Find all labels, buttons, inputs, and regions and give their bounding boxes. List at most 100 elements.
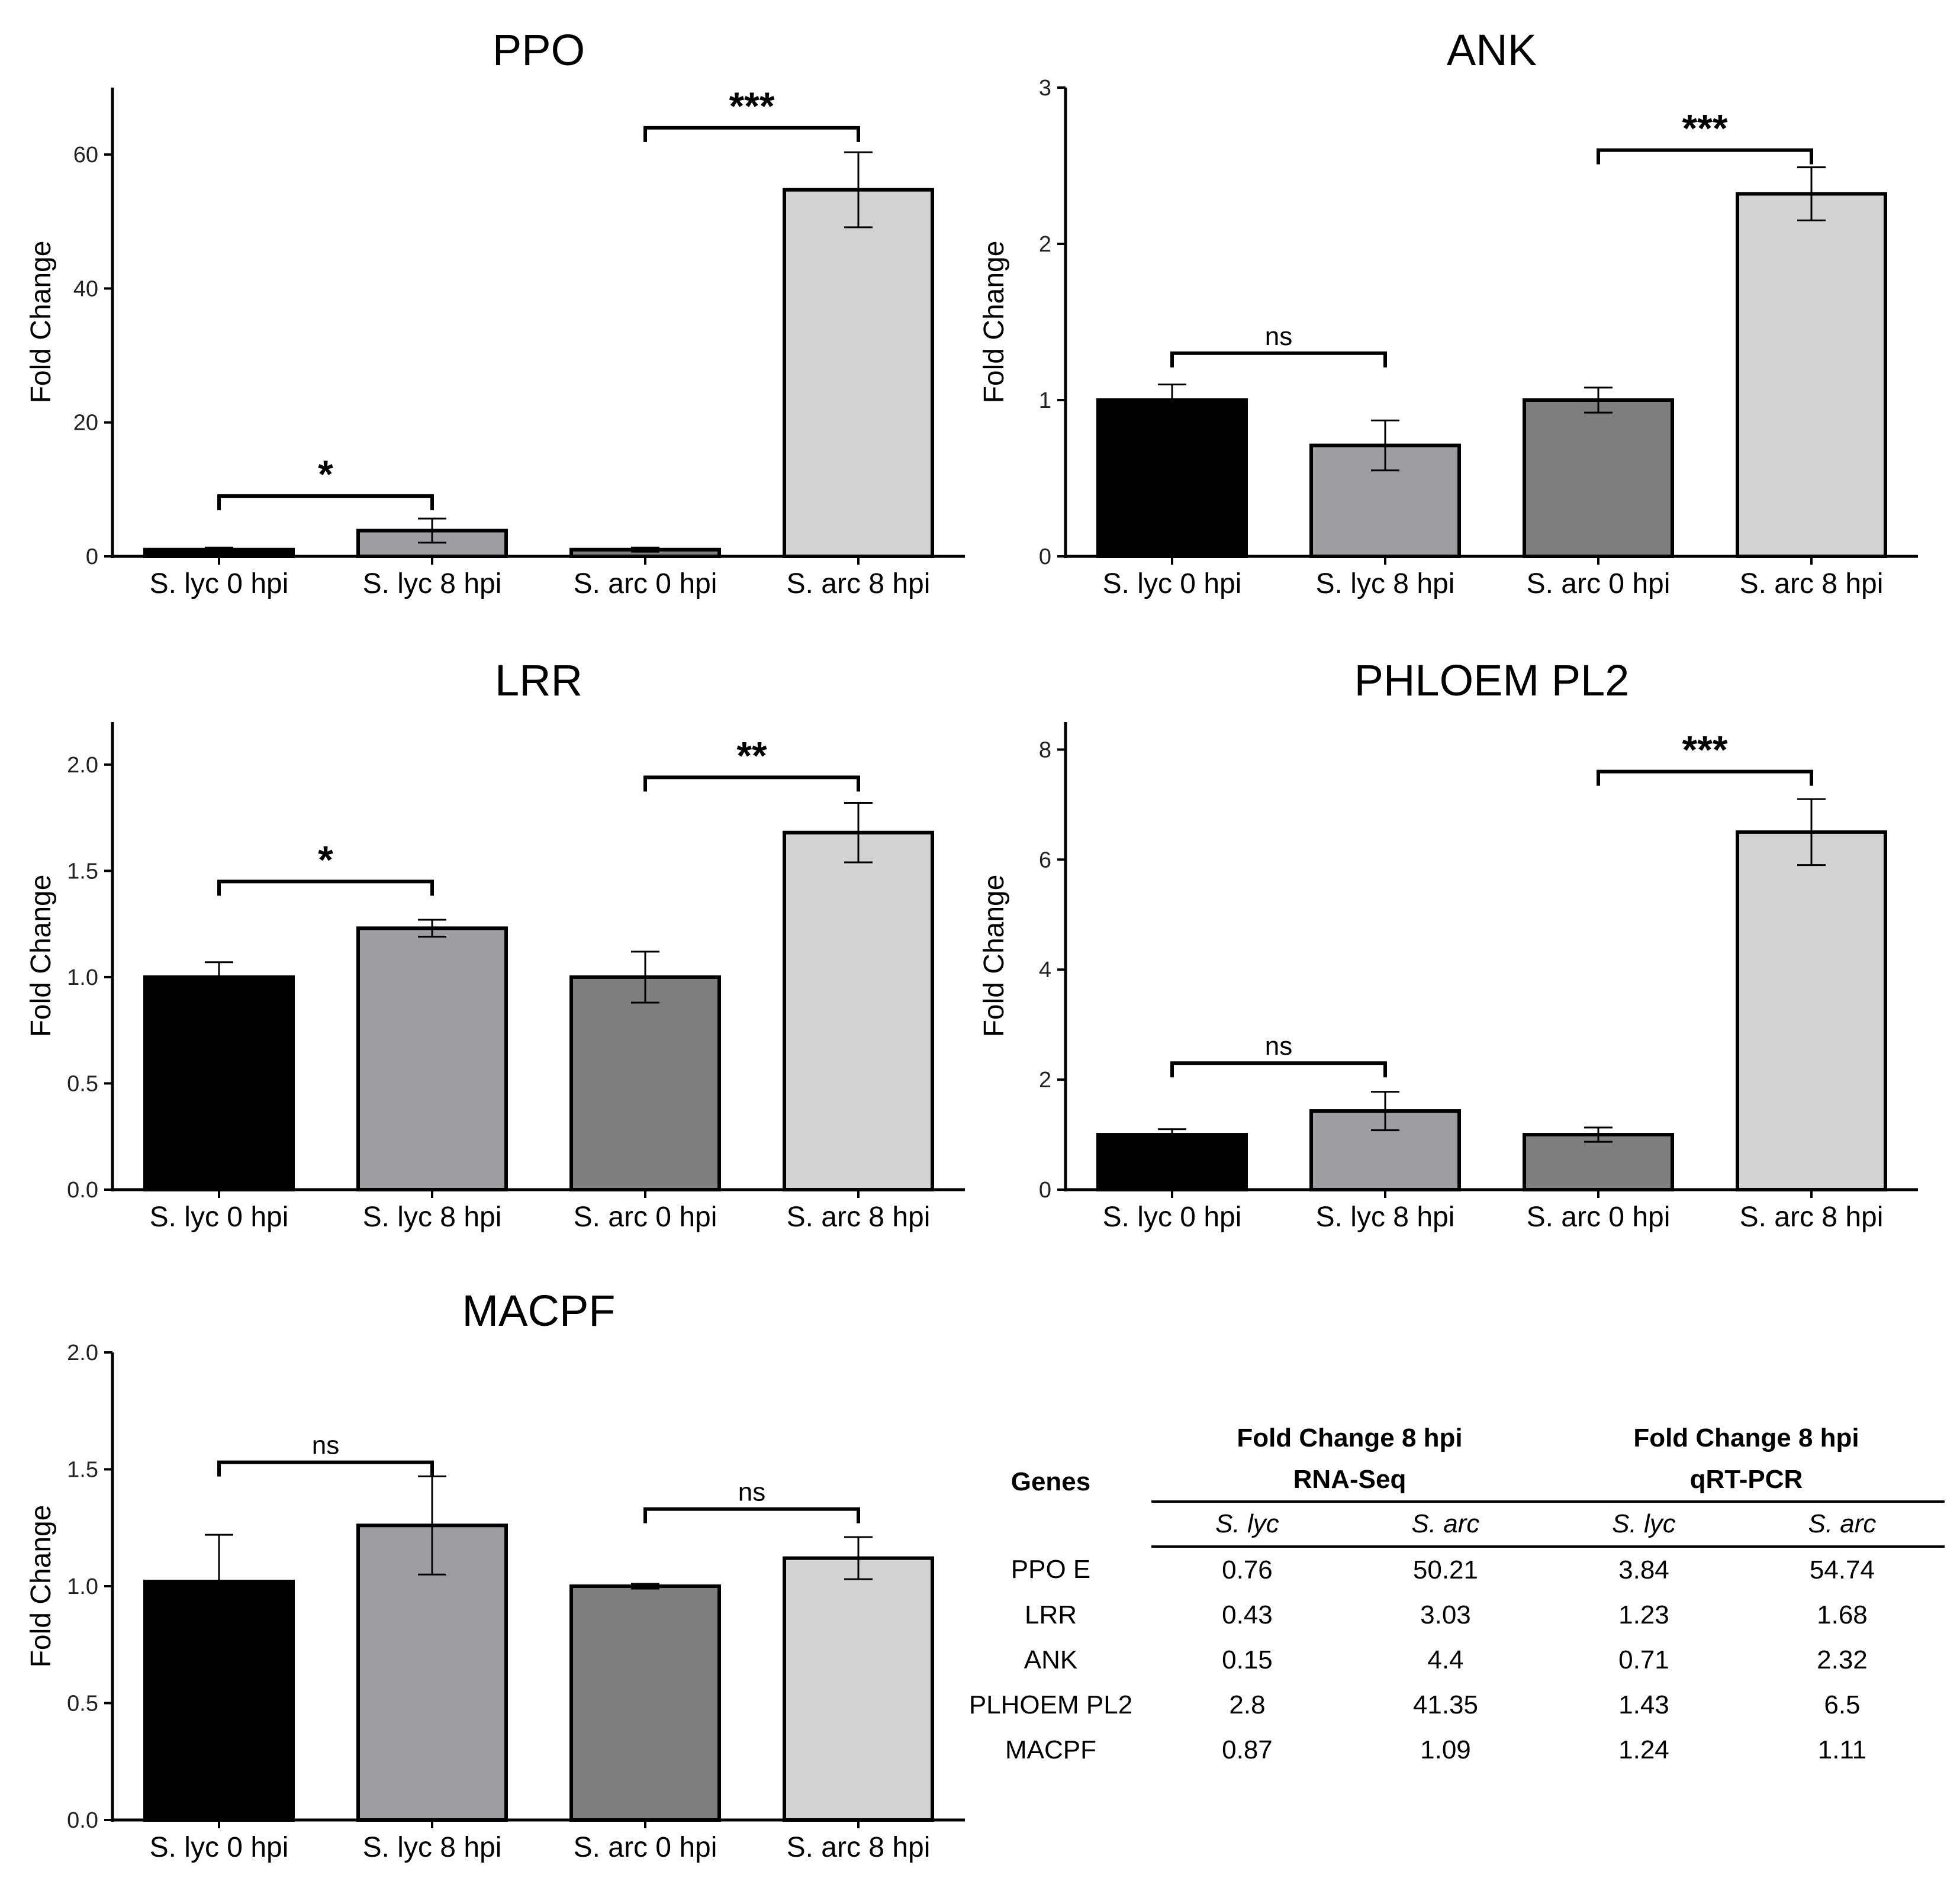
- table-header-qrtpcr-line1: Fold Change 8 hpi: [1633, 1423, 1859, 1452]
- table-row: PLHOEM PL2 2.8 41.35 1.43 6.5: [950, 1683, 1945, 1728]
- chart-phloem-pl2: PHLOEM PL2 Fold Change 0 2 4 6 8 S. lyc 0 hpi S.…: [953, 630, 1959, 1258]
- table-cell: 1.24: [1618, 1735, 1669, 1764]
- table-cell: 0.76: [1222, 1555, 1273, 1584]
- error-bar: [205, 546, 233, 553]
- y-axis-label: Fold Change: [25, 1505, 57, 1668]
- y-tick-label: 60: [73, 143, 98, 167]
- x-tick-label: S. lyc 0 hpi: [1103, 1201, 1242, 1233]
- y-tick-label: 8: [1039, 737, 1051, 762]
- table-cell: 1.43: [1618, 1690, 1669, 1719]
- y-tick-label: 0.0: [67, 1808, 98, 1833]
- y-tick-label: 0: [1039, 545, 1051, 569]
- bar: [569, 975, 721, 1192]
- x-tick-label: S. lyc 0 hpi: [150, 568, 289, 600]
- y-tick-label: 1.5: [67, 1458, 98, 1483]
- table-header-qrtpcr: Fold Change 8 hpi qRT-PCR: [1547, 1418, 1945, 1503]
- significance-label: ns: [312, 1431, 339, 1460]
- table-header-rnaseq: Fold Change 8 hpi RNA-Seq: [1151, 1418, 1548, 1503]
- x-tick-label: S. arc 8 hpi: [1740, 1201, 1884, 1233]
- table-header-genes: Genes: [1010, 1467, 1091, 1496]
- error-bar: [418, 517, 446, 544]
- error-bar: [1584, 1126, 1613, 1143]
- chart-svg: PHLOEM PL2 Fold Change 0 2 4 6 8 S. lyc 0 hpi S.…: [979, 656, 1918, 1233]
- chart-title: PHLOEM PL2: [1354, 656, 1630, 705]
- table-header-qrtpcr-line2: qRT-PCR: [1689, 1465, 1803, 1494]
- chart-lrr: LRR Fold Change 0.0 0.5 1.0 1.5 2.0 S. lyc 0 hp…: [0, 630, 971, 1258]
- y-tick-label: 2: [1039, 1068, 1051, 1093]
- x-tick-label: S. arc 8 hpi: [1740, 568, 1884, 600]
- significance-bracket: [643, 775, 860, 792]
- error-bar: [418, 919, 446, 938]
- significance-bracket: [643, 1507, 860, 1523]
- x-tick-label: S. arc 8 hpi: [787, 1201, 931, 1233]
- y-tick-label: 2.0: [67, 1341, 98, 1365]
- bar: [783, 1556, 934, 1822]
- y-axis-label: Fold Change: [979, 241, 1010, 404]
- table-cell-gene: LRR: [1024, 1600, 1077, 1629]
- chart-title: MACPF: [462, 1286, 616, 1335]
- y-tick-label: 20: [73, 411, 98, 436]
- chart-macpf: MACPF Fold Change 0.0 0.5 1.0 1.5 2.0 S. lyc 0 …: [0, 1261, 971, 1878]
- chart-ank: ANK Fold Change 0 1 2 3 S. lyc 0 hpi S. lyc 8 h…: [953, 0, 1959, 627]
- error-bar: [631, 951, 659, 1004]
- table-cell: 4.4: [1427, 1645, 1464, 1674]
- y-tick-label: 3: [1039, 76, 1051, 101]
- x-tick-label: S. lyc 0 hpi: [150, 1832, 289, 1863]
- significance-label: *: [318, 452, 333, 496]
- error-bar: [1797, 798, 1826, 866]
- table-cell: 41.35: [1412, 1690, 1478, 1719]
- error-bar: [205, 961, 233, 993]
- x-tick-label: S. lyc 8 hpi: [1316, 568, 1455, 600]
- x-tick-label: S. arc 8 hpi: [787, 568, 931, 600]
- table-cell: 1.23: [1618, 1600, 1669, 1629]
- y-tick-label: 1.0: [67, 1574, 98, 1599]
- table-cell: 0.15: [1222, 1645, 1273, 1674]
- y-tick-label: 0.5: [67, 1692, 98, 1716]
- table-cell: 0.71: [1618, 1645, 1669, 1674]
- error-bar: [1797, 166, 1826, 221]
- bar: [356, 926, 508, 1191]
- significance-bracket: [1170, 1061, 1387, 1078]
- bar: [1523, 398, 1674, 558]
- chart-title: LRR: [495, 656, 582, 705]
- table-cell: 3.84: [1618, 1555, 1669, 1584]
- error-bar: [1158, 1128, 1186, 1141]
- x-tick-label: S. arc 0 hpi: [1527, 1201, 1671, 1233]
- bar: [1736, 830, 1887, 1192]
- y-tick-label: 2.0: [67, 753, 98, 778]
- table-cell: 6.5: [1824, 1690, 1861, 1719]
- table-cell: 0.43: [1222, 1600, 1273, 1629]
- significance-bracket: [217, 1460, 434, 1477]
- table-subheader: S. arc: [1343, 1502, 1548, 1548]
- bar: [569, 1584, 721, 1822]
- table-subheader: S. arc: [1739, 1502, 1945, 1548]
- table-subheader: S. lyc: [1151, 1502, 1343, 1548]
- x-tick-label: S. lyc 0 hpi: [150, 1201, 289, 1233]
- bar: [1523, 1133, 1674, 1192]
- table-cell: 3.03: [1420, 1600, 1471, 1629]
- table-row: LRR 0.43 3.03 1.23 1.68: [950, 1593, 1945, 1638]
- significance-label: ns: [1265, 322, 1292, 351]
- table-header-rnaseq-line2: RNA-Seq: [1293, 1465, 1407, 1494]
- bar: [1096, 1133, 1248, 1192]
- table-cell: 1.09: [1420, 1735, 1471, 1764]
- chart-svg: LRR Fold Change 0.0 0.5 1.0 1.5 2.0 S. lyc 0 hp…: [25, 656, 965, 1233]
- error-bar: [844, 1536, 873, 1580]
- x-tick-label: S. lyc 8 hpi: [363, 1832, 502, 1863]
- x-tick-label: S. arc 0 hpi: [574, 1832, 717, 1863]
- x-tick-label: S. lyc 8 hpi: [1316, 1201, 1455, 1233]
- y-tick-label: 2: [1039, 232, 1051, 257]
- significance-bracket: [1597, 769, 1813, 786]
- table-row: MACPF 0.87 1.09 1.24 1.11: [950, 1728, 1945, 1773]
- table-subheader: S. lyc: [1547, 1502, 1740, 1548]
- bar: [783, 830, 934, 1191]
- y-tick-label: 6: [1039, 848, 1051, 872]
- significance-label: ***: [1682, 107, 1727, 150]
- bar: [1736, 192, 1887, 558]
- significance-bracket: [1597, 148, 1813, 165]
- table-cell-gene: PPO E: [1010, 1555, 1091, 1584]
- error-bar: [1584, 386, 1613, 414]
- error-bar: [844, 151, 873, 228]
- chart-title: PPO: [493, 25, 585, 75]
